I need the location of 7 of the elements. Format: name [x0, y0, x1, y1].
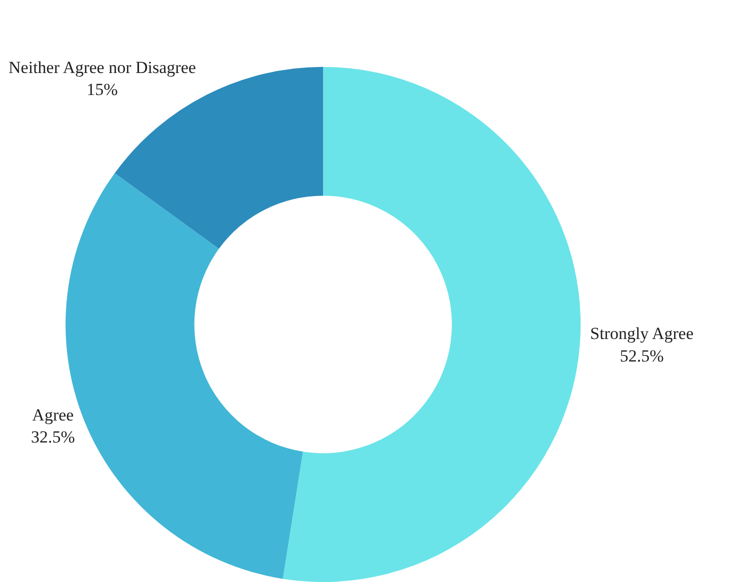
donut-slice	[282, 66, 580, 582]
slice-label: Strongly Agree	[590, 324, 694, 344]
slice-label: Neither Agree nor Disagree	[8, 58, 196, 78]
slice-label: Agree	[32, 405, 74, 424]
data-label: 32.5%	[30, 428, 75, 447]
data-label: 15%	[86, 80, 118, 100]
data-label: 52.5%	[620, 346, 664, 366]
